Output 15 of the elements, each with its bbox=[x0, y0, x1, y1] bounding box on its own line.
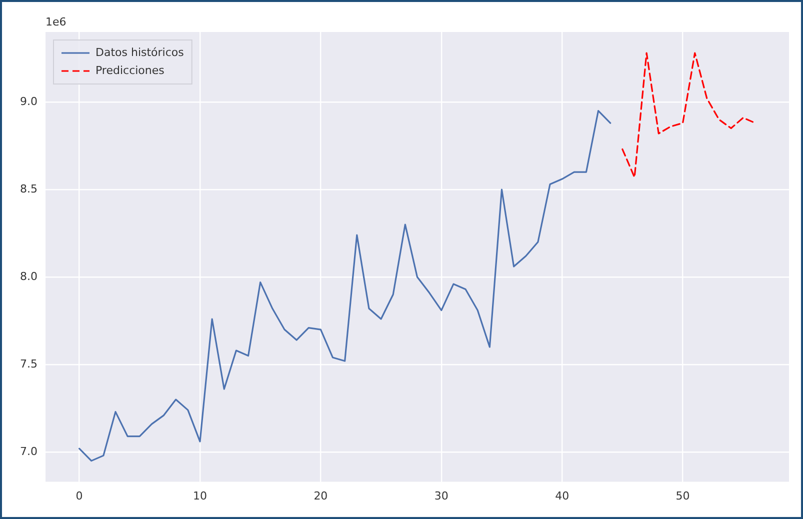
x-tick-label: 20 bbox=[314, 489, 328, 502]
x-tick-label: 40 bbox=[555, 489, 570, 502]
text: 1e6 bbox=[45, 15, 66, 28]
y-tick-label: 8.0 bbox=[20, 270, 38, 283]
x-tick-label: 30 bbox=[434, 489, 448, 502]
y-tick-label: 7.5 bbox=[20, 357, 38, 370]
legend-label: Predicciones bbox=[95, 64, 165, 77]
y-tick-label: 7.0 bbox=[20, 444, 38, 458]
line-series bbox=[622, 52, 756, 178]
x-tick-label: 10 bbox=[192, 489, 207, 502]
y-tick-label: 9.0 bbox=[20, 94, 38, 108]
x-tick-label: 0 bbox=[76, 489, 83, 502]
y-tick-label: 8.5 bbox=[20, 182, 38, 196]
legend-label: Datos históricos bbox=[95, 46, 184, 59]
x-tick-label: 50 bbox=[676, 489, 690, 502]
